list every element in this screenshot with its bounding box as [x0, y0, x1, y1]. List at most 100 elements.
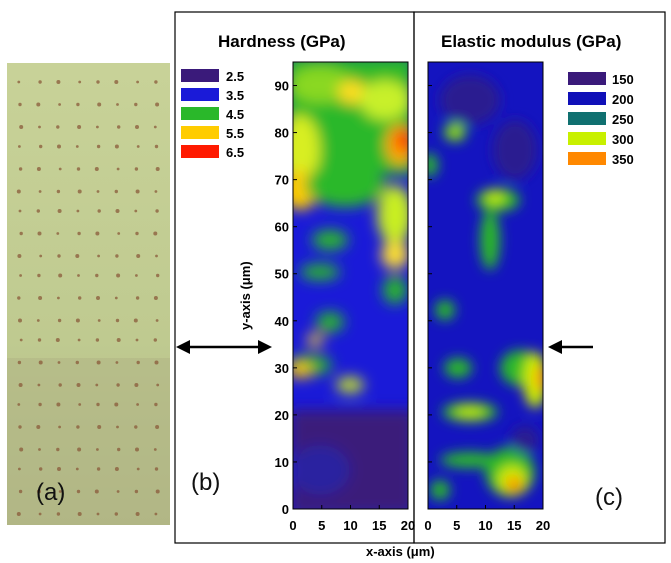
indent-dot — [56, 232, 60, 235]
indent-dot — [96, 360, 101, 365]
indent-dot — [154, 360, 159, 365]
indent-dot — [78, 296, 82, 300]
y-tick-label: 80 — [275, 126, 289, 141]
indent-dot — [154, 467, 159, 471]
indent-dot — [95, 273, 99, 278]
hardness-map-panel: Hardness (GPa) 2.5 3.5 4.5 5.5 6.5 — [176, 32, 415, 533]
indent-dot — [95, 338, 100, 342]
indent-dot — [57, 467, 61, 471]
indent-dot — [96, 448, 99, 451]
x-axis-label: x-axis (μm) — [366, 544, 435, 559]
indent-dot — [38, 448, 41, 451]
indent-dot — [134, 489, 139, 494]
hardness-contour-map — [293, 62, 408, 509]
indent-dot — [154, 190, 158, 193]
indent-dot — [77, 231, 81, 236]
indent-dot — [155, 209, 159, 213]
indent-dot — [75, 254, 80, 258]
indent-dot — [75, 318, 80, 323]
modulus-x-axis: 0 5 10 15 20 — [424, 505, 550, 533]
indent-dot — [17, 403, 21, 406]
indent-dot — [55, 338, 60, 342]
indent-dot — [77, 125, 82, 129]
indent-dot — [76, 489, 81, 494]
indent-dot — [115, 318, 120, 323]
indent-dot — [17, 80, 21, 84]
legend-label: 150 — [612, 72, 634, 87]
indent-dot — [36, 425, 41, 429]
hardness-title: Hardness (GPa) — [218, 32, 346, 51]
indent-dot — [19, 274, 22, 277]
legend-swatch — [568, 152, 606, 165]
indent-dot — [75, 145, 79, 148]
legend-swatch — [568, 92, 606, 105]
boundary-arrow-left — [548, 340, 593, 354]
modulus-y-axis — [428, 85, 432, 510]
indent-dot — [57, 144, 61, 149]
indent-dot — [136, 360, 140, 365]
indent-dot — [77, 447, 82, 452]
indent-dot — [114, 402, 119, 407]
indent-dot — [17, 254, 22, 258]
boundary-arrow-double — [176, 340, 272, 354]
legend-label: 200 — [612, 92, 634, 107]
indent-dot — [18, 425, 22, 429]
indent-dot — [95, 231, 100, 236]
y-tick-label: 0 — [282, 502, 289, 517]
indent-dot — [114, 144, 119, 149]
indent-dot — [56, 189, 61, 194]
indent-dot — [95, 383, 99, 387]
indent-dot — [94, 489, 99, 494]
indent-dot — [76, 209, 80, 213]
hardness-x-axis: 0 5 10 15 20 — [289, 505, 415, 533]
indent-dot — [153, 448, 157, 451]
indent-dot — [58, 383, 62, 387]
indent-dot — [56, 80, 61, 84]
indent-dot — [117, 232, 121, 235]
indent-dot — [57, 296, 60, 300]
indent-dot — [57, 318, 62, 323]
indent-dot — [96, 467, 101, 471]
indent-dot — [78, 80, 82, 84]
indent-dot — [36, 319, 40, 322]
indent-dot — [17, 360, 22, 365]
y-tick-label: 10 — [275, 455, 289, 470]
indent-dot — [135, 512, 140, 516]
indent-dot — [155, 102, 160, 107]
y-tick-label: 30 — [275, 361, 289, 376]
indent-dot — [77, 274, 80, 277]
indent-dot — [97, 254, 100, 258]
indent-dot — [76, 425, 80, 429]
indent-dot — [154, 402, 158, 407]
x-tick-label: 15 — [507, 518, 521, 533]
indent-dot — [97, 319, 101, 322]
indent-dot — [114, 296, 118, 300]
indent-dot — [96, 125, 99, 129]
indent-dot — [155, 425, 160, 429]
indent-dot — [76, 167, 81, 171]
indent-dot — [117, 447, 121, 452]
indent-dot — [116, 167, 120, 171]
indent-dot — [114, 467, 119, 471]
indent-dot — [39, 254, 43, 258]
indent-dot — [155, 254, 158, 258]
indent-dot — [37, 338, 42, 342]
indent-dot — [134, 425, 138, 429]
indent-dot — [37, 383, 41, 387]
indent-dot — [96, 190, 100, 193]
indent-dot — [38, 360, 43, 365]
indent-dot — [57, 254, 61, 258]
indent-dot — [18, 489, 23, 494]
indent-dot — [56, 402, 61, 407]
indent-dot — [17, 296, 21, 300]
indent-dot — [77, 512, 82, 516]
indent-dot — [135, 231, 139, 236]
indent-dot — [38, 512, 42, 516]
indent-dot — [134, 102, 138, 107]
indent-dot — [114, 189, 119, 194]
indent-dot — [153, 231, 158, 236]
indent-dot — [56, 125, 60, 129]
legend-swatch — [181, 107, 219, 120]
indent-dot — [134, 383, 139, 387]
